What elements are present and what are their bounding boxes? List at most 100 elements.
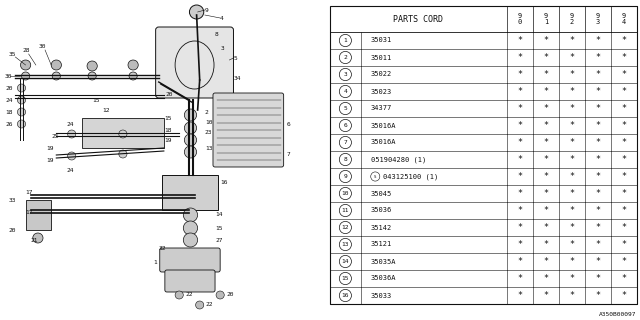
FancyBboxPatch shape bbox=[160, 248, 220, 272]
Text: 35022: 35022 bbox=[371, 71, 392, 77]
Text: *: * bbox=[595, 53, 600, 62]
Text: 35035A: 35035A bbox=[371, 259, 396, 265]
Text: *: * bbox=[595, 240, 600, 249]
Text: A350B00097: A350B00097 bbox=[599, 312, 637, 317]
Text: 35045: 35045 bbox=[371, 190, 392, 196]
Text: *: * bbox=[621, 223, 627, 232]
Text: *: * bbox=[621, 172, 627, 181]
Text: 18: 18 bbox=[164, 127, 172, 132]
Text: *: * bbox=[543, 104, 548, 113]
Text: *: * bbox=[543, 223, 548, 232]
Circle shape bbox=[183, 233, 198, 247]
Circle shape bbox=[119, 150, 127, 158]
Circle shape bbox=[33, 233, 43, 243]
Text: 043125100 (1): 043125100 (1) bbox=[383, 173, 438, 180]
Text: *: * bbox=[517, 257, 522, 266]
Text: 12: 12 bbox=[102, 108, 110, 113]
Circle shape bbox=[119, 130, 127, 138]
Circle shape bbox=[17, 108, 26, 116]
Text: 6: 6 bbox=[287, 123, 291, 127]
Text: *: * bbox=[595, 274, 600, 283]
Text: *: * bbox=[595, 121, 600, 130]
Text: 35016A: 35016A bbox=[371, 123, 396, 129]
Text: *: * bbox=[543, 189, 548, 198]
Text: *: * bbox=[517, 36, 522, 45]
Circle shape bbox=[20, 60, 31, 70]
Text: *: * bbox=[621, 138, 627, 147]
Text: 19: 19 bbox=[46, 157, 54, 163]
Text: *: * bbox=[595, 257, 600, 266]
Text: *: * bbox=[595, 189, 600, 198]
Text: 35011: 35011 bbox=[371, 54, 392, 60]
Text: 22: 22 bbox=[186, 292, 193, 298]
Text: 051904280 (1): 051904280 (1) bbox=[371, 156, 426, 163]
Text: *: * bbox=[595, 155, 600, 164]
FancyBboxPatch shape bbox=[82, 118, 164, 148]
Text: 32: 32 bbox=[159, 245, 166, 251]
Text: *: * bbox=[570, 257, 574, 266]
Bar bbox=[26, 200, 51, 230]
Text: *: * bbox=[570, 223, 574, 232]
Text: *: * bbox=[595, 206, 600, 215]
Circle shape bbox=[216, 291, 224, 299]
Text: *: * bbox=[517, 138, 522, 147]
Circle shape bbox=[189, 5, 204, 19]
Text: 30: 30 bbox=[5, 74, 13, 78]
Text: *: * bbox=[517, 223, 522, 232]
Text: *: * bbox=[517, 104, 522, 113]
Text: 35121: 35121 bbox=[371, 242, 392, 247]
Circle shape bbox=[183, 208, 198, 222]
Circle shape bbox=[88, 72, 96, 80]
Text: 4: 4 bbox=[220, 15, 224, 20]
Text: 30: 30 bbox=[39, 44, 47, 49]
Text: 25: 25 bbox=[51, 133, 59, 139]
Text: *: * bbox=[621, 104, 627, 113]
Text: 11: 11 bbox=[342, 208, 349, 213]
Text: *: * bbox=[543, 257, 548, 266]
Text: 2: 2 bbox=[205, 109, 209, 115]
Text: *: * bbox=[570, 104, 574, 113]
Text: *: * bbox=[621, 53, 627, 62]
Circle shape bbox=[68, 130, 76, 138]
Text: *: * bbox=[570, 138, 574, 147]
Text: S: S bbox=[374, 174, 376, 179]
Text: *: * bbox=[621, 87, 627, 96]
Text: *: * bbox=[517, 121, 522, 130]
Text: *: * bbox=[621, 206, 627, 215]
Text: *: * bbox=[543, 36, 548, 45]
Text: *: * bbox=[543, 240, 548, 249]
Text: *: * bbox=[570, 70, 574, 79]
Text: *: * bbox=[570, 240, 574, 249]
Text: *: * bbox=[595, 138, 600, 147]
Text: 6: 6 bbox=[344, 123, 348, 128]
Text: *: * bbox=[621, 291, 627, 300]
Text: 10: 10 bbox=[205, 119, 212, 124]
Text: 20: 20 bbox=[166, 92, 173, 98]
Text: 1: 1 bbox=[344, 38, 348, 43]
Text: *: * bbox=[595, 87, 600, 96]
Text: *: * bbox=[517, 87, 522, 96]
Text: 24: 24 bbox=[67, 123, 74, 127]
Text: 15: 15 bbox=[92, 98, 100, 102]
Text: PARTS CORD: PARTS CORD bbox=[393, 15, 444, 24]
Circle shape bbox=[68, 152, 76, 160]
Text: 2: 2 bbox=[344, 55, 348, 60]
Circle shape bbox=[184, 134, 196, 146]
Text: 4: 4 bbox=[344, 89, 348, 94]
Text: *: * bbox=[621, 257, 627, 266]
Text: 9
2: 9 2 bbox=[570, 13, 574, 25]
Text: *: * bbox=[570, 172, 574, 181]
Text: 27: 27 bbox=[215, 237, 223, 243]
Text: 5: 5 bbox=[234, 55, 237, 60]
Text: 9
4: 9 4 bbox=[621, 13, 626, 25]
Text: *: * bbox=[570, 206, 574, 215]
Text: 20: 20 bbox=[8, 228, 16, 233]
Text: *: * bbox=[543, 87, 548, 96]
Text: *: * bbox=[517, 291, 522, 300]
Text: *: * bbox=[517, 172, 522, 181]
Text: 20: 20 bbox=[227, 292, 234, 298]
Text: 33: 33 bbox=[8, 197, 16, 203]
Text: *: * bbox=[517, 240, 522, 249]
Text: 3: 3 bbox=[220, 45, 224, 51]
Text: 1: 1 bbox=[154, 260, 157, 266]
